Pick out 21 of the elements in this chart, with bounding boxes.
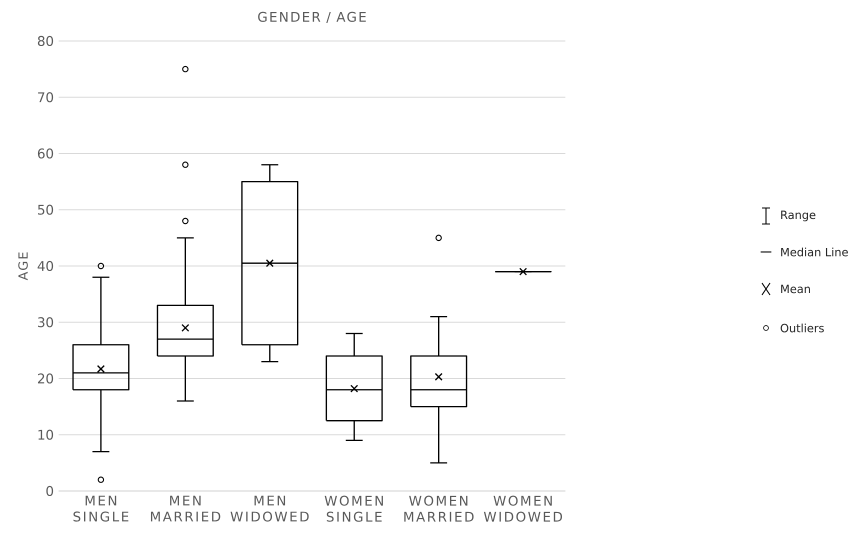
text: Range <box>781 210 816 222</box>
y-tick-label: 50 <box>38 204 54 215</box>
x-tick-label: MEN WIDOWED <box>230 496 309 522</box>
y-axis-title: AGE <box>18 252 28 280</box>
y-tick-label: 0 <box>46 486 54 496</box>
y-tick-label: 30 <box>38 317 54 328</box>
x-tick-label: WOMEN SINGLE <box>324 496 383 522</box>
x-tick-label: MEN MARRIED <box>150 496 220 522</box>
y-tick-label: 70 <box>38 92 54 102</box>
y-tick-label: 20 <box>38 373 54 384</box>
x-tick-label: WOMEN WIDOWED <box>484 496 562 522</box>
chart-title: GENDER / AGE <box>258 12 366 23</box>
text: Mean <box>781 284 810 294</box>
text: Outliers <box>780 324 824 332</box>
x-tick-label: WOMEN MARRIED <box>404 496 474 522</box>
text: Median Line <box>781 248 848 256</box>
x-tick-label: MEN SINGLE <box>74 496 128 522</box>
y-tick-label: 10 <box>38 430 54 440</box>
y-tick-label: 40 <box>38 260 54 272</box>
y-tick-label: 60 <box>38 148 54 159</box>
y-tick-label: 80 <box>38 36 54 46</box>
